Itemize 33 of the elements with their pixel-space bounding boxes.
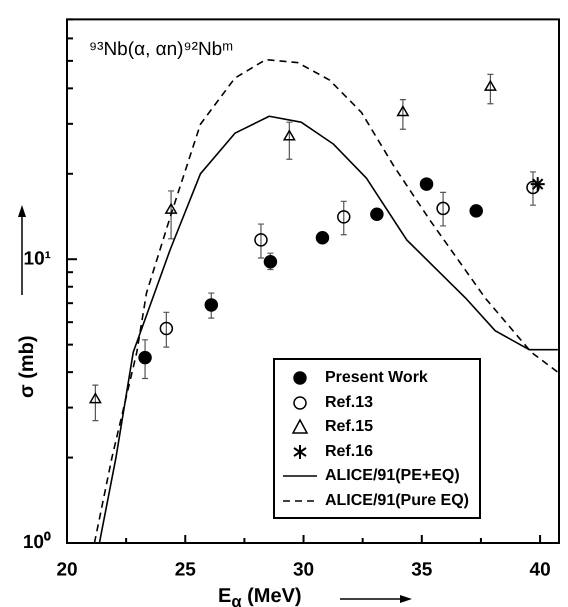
point <box>138 350 152 364</box>
x-tick-label: 35 <box>411 560 433 581</box>
x-axis-title: E$_{α}$ (MeV) <box>218 585 302 607</box>
legend-label: Ref.13 <box>324 394 373 412</box>
legend-label: Ref.16 <box>324 442 373 461</box>
y-axis-title: σ (mb) <box>16 335 39 398</box>
point <box>396 106 409 116</box>
point <box>436 202 450 216</box>
x-tick-label: 20 <box>56 560 78 581</box>
legend-label: Present Work <box>324 369 428 388</box>
point <box>526 180 540 194</box>
point <box>420 177 434 191</box>
x-tick-label: 25 <box>174 560 196 581</box>
legend-label: ALICE/91(Pure EQ) <box>324 492 469 510</box>
y-tick-label: 10⁰ <box>22 531 51 554</box>
point <box>469 204 483 218</box>
point <box>484 80 496 91</box>
point <box>165 203 178 214</box>
point <box>204 298 218 312</box>
point <box>316 231 330 245</box>
text: ⁹³Nb(α, αn)⁹²Nbᵐ <box>89 39 234 62</box>
legend-label: ALICE/91(PE+EQ) <box>324 467 460 486</box>
legend-label: Ref.15 <box>324 418 373 436</box>
point <box>283 130 296 141</box>
point <box>254 233 268 247</box>
x-tick-label: 30 <box>292 560 314 581</box>
point <box>264 254 278 268</box>
point <box>370 208 384 222</box>
y-tick-label: 10¹ <box>24 248 51 270</box>
point <box>530 176 546 192</box>
point <box>337 210 350 224</box>
x-tick-label: 40 <box>530 560 551 581</box>
point <box>160 322 174 336</box>
